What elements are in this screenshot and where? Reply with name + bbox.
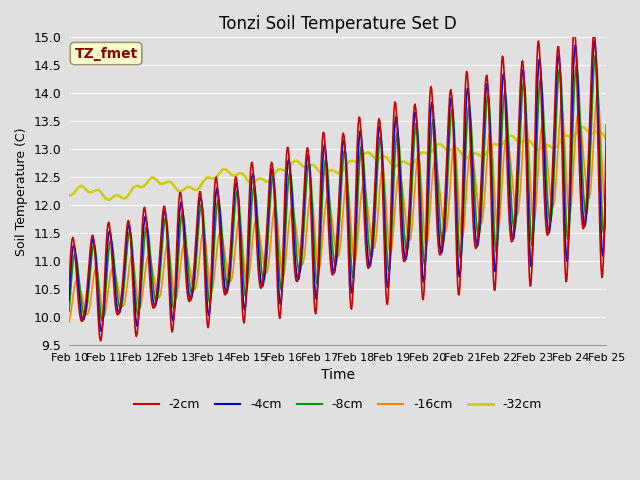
Text: TZ_fmet: TZ_fmet (74, 47, 138, 60)
Y-axis label: Soil Temperature (C): Soil Temperature (C) (15, 127, 28, 255)
Legend: -2cm, -4cm, -8cm, -16cm, -32cm: -2cm, -4cm, -8cm, -16cm, -32cm (129, 393, 547, 416)
Title: Tonzi Soil Temperature Set D: Tonzi Soil Temperature Set D (219, 15, 456, 33)
X-axis label: Time: Time (321, 369, 355, 383)
